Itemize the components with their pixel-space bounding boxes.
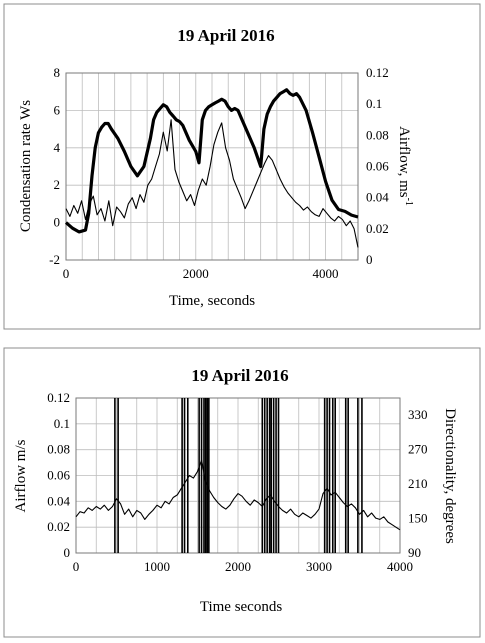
chart-1-y2-tick-label: 0.02 [366, 221, 389, 236]
chart-2-y2-tick-label: 90 [408, 545, 421, 560]
chart-2-y-tick-label: 0.1 [54, 416, 70, 431]
chart-1-y-tick-label: 4 [54, 140, 61, 155]
chart-2-y-tick-label: 0.02 [47, 519, 70, 534]
chart-2-y2-tick-label: 210 [408, 476, 428, 491]
chart-2-y-tick-label: 0.06 [47, 468, 70, 483]
chart-1-y-tick-label: -2 [49, 252, 60, 267]
chart-2-y-axis-label: Airflow m/s [13, 439, 29, 512]
chart-2-x-axis-label: Time seconds [200, 599, 283, 615]
panel-1-frame [3, 3, 481, 330]
chart-2-plot-area [75, 397, 401, 554]
chart-1-series-group [64, 88, 359, 248]
chart-1-y-tick-label: 6 [54, 102, 61, 117]
chart-2-series-group [75, 398, 401, 553]
chart-1-y2-tick-label: 0.08 [366, 127, 389, 142]
chart-2-y-tick-label: 0 [64, 545, 71, 560]
chart-1-plot-area [65, 72, 359, 261]
chart-1-series-airflow-line [65, 119, 359, 248]
chart-2-y2-tick-label: 150 [408, 511, 428, 526]
chart-1-title: 19 April 2016 [177, 26, 274, 45]
chart-1-series-condensation-line [64, 88, 359, 234]
chart-2-y-tick-label: 0.04 [47, 493, 70, 508]
chart-2-y2-axis-label: Directionality, degrees [442, 408, 458, 544]
chart-1-x-tick-label: 4000 [313, 266, 339, 281]
chart-2-x-tick-label: 1000 [144, 559, 170, 574]
chart-2-tick-labels: 0 0.02 0.04 0.06 0.08 0.1 0.12 90 150 210 270 330 0 1… [47, 390, 427, 574]
chart-2-y-tick-label: 0.12 [47, 390, 70, 405]
chart-2-y2-tick-label: 270 [408, 442, 428, 457]
chart-2-x-tick-label: 4000 [387, 559, 413, 574]
chart-2-y-tick-label: 0.08 [47, 442, 70, 457]
chart-1-x-axis-label: Time, seconds [169, 293, 255, 309]
chart-1-x-tick-label: 2000 [183, 266, 209, 281]
chart-1-y2-tick-label: 0.06 [366, 159, 389, 174]
chart-2-y2-tick-label: 330 [408, 407, 428, 422]
chart-1-y-axis-label: Condensation rate Ws [18, 100, 34, 232]
chart-1-y2-axis-label-sup: -1 [403, 198, 414, 206]
chart-1-x-tick-label: 0 [63, 266, 70, 281]
chart-1-y2-tick-label: 0.04 [366, 190, 389, 205]
chart-1-y-tick-label: 8 [54, 65, 61, 80]
chart-2-title: 19 April 2016 [191, 366, 288, 385]
chart-1-y2-axis-label: Airflow, ms-1 [396, 126, 414, 206]
chart-2-x-tick-label: 2000 [225, 559, 251, 574]
chart-1-y2-axis-label-main: Airflow, ms [396, 126, 412, 198]
chart-1-y2-tick-label: 0 [366, 252, 373, 267]
chart-1-y-tick-label: 0 [54, 215, 61, 230]
chart-1-y2-tick-label: 0.1 [366, 96, 382, 111]
chart-2-x-tick-label: 3000 [306, 559, 332, 574]
panel-2-frame [3, 347, 481, 638]
chart-2-x-tick-label: 0 [73, 559, 80, 574]
chart-1-y2-tick-label: 0.12 [366, 65, 389, 80]
chart-1-y-tick-label: 2 [54, 177, 61, 192]
